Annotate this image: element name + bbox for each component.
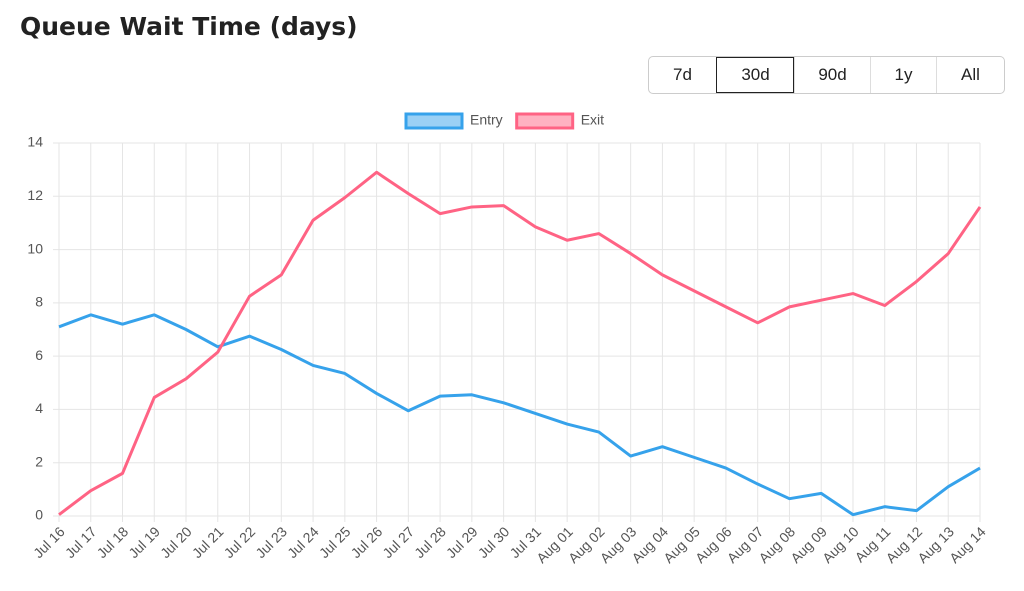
legend-swatch	[515, 112, 575, 130]
range-button[interactable]: 7d	[673, 65, 692, 84]
series-line	[58, 313, 981, 517]
x-tick-label: Jul 27	[379, 523, 417, 561]
x-tick-label: Aug 14	[946, 523, 989, 566]
x-tick-label: Jul 25	[316, 523, 354, 561]
y-tick-label: 8	[35, 294, 43, 310]
x-tick-label: Jul 19	[125, 523, 163, 561]
x-tick-label: Jul 29	[443, 523, 481, 561]
y-tick-label: 2	[35, 453, 43, 469]
x-tick-label: Jul 28	[411, 523, 449, 561]
legend-label: Entry	[470, 112, 503, 128]
range-button[interactable]: 90d	[794, 57, 870, 93]
x-tick-label: Jul 26	[348, 523, 386, 561]
x-tick-label: Jul 17	[62, 523, 100, 561]
y-tick-label: 6	[35, 347, 43, 363]
x-tick-label: Aug 10	[819, 523, 862, 566]
legend-swatch	[404, 112, 464, 130]
series-line	[58, 170, 982, 516]
legend-label: Exit	[581, 112, 604, 128]
y-tick-label: 14	[27, 134, 43, 150]
page-title: Queue Wait Time (days)	[20, 12, 358, 41]
x-tick-label: Jul 20	[157, 523, 195, 561]
legend: Entry Exit	[404, 112, 604, 130]
x-tick-label: Jul 16	[30, 523, 68, 561]
x-tick-label: Jul 18	[94, 523, 132, 561]
x-tick-label: Jul 22	[221, 523, 259, 561]
y-tick-label: 0	[35, 507, 43, 523]
range-button[interactable]: 30d	[716, 57, 794, 93]
x-tick-label: Jul 30	[475, 523, 513, 561]
range-selector: 7d 30d 90d 1y All	[648, 56, 1005, 94]
x-tick-label: Jul 24	[284, 523, 322, 561]
y-tick-label: 10	[27, 240, 43, 256]
y-tick-label: 4	[35, 400, 43, 416]
x-tick-label: Jul 23	[252, 523, 290, 561]
range-button[interactable]: 1y	[870, 57, 936, 93]
y-tick-label: 12	[27, 187, 43, 203]
x-tick-label: Jul 21	[189, 523, 227, 561]
range-button[interactable]: All	[936, 57, 1004, 93]
